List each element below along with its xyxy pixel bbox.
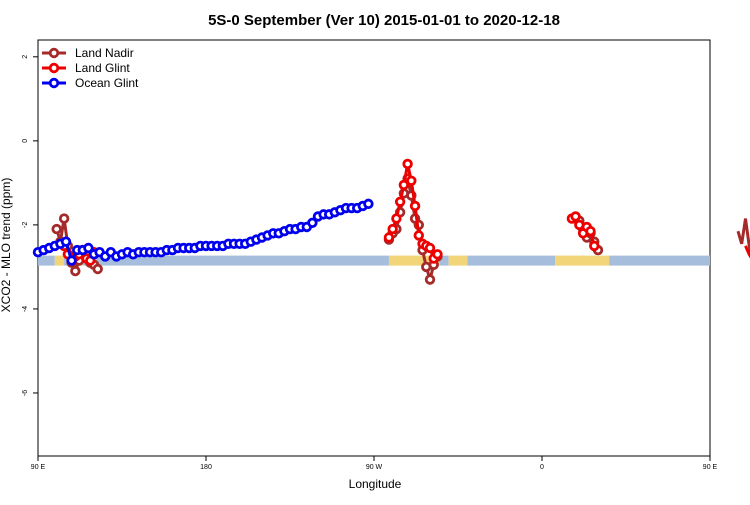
- mask-segment-land: [55, 256, 64, 266]
- x-tick-label: 0: [540, 464, 544, 471]
- legend-marker: [50, 64, 58, 72]
- y-tick-label: -2: [22, 222, 29, 228]
- mask-segment-ocean: [609, 256, 710, 266]
- data-point: [396, 198, 404, 206]
- y-axis-title: XCO2 - MLO trend (ppm): [0, 178, 13, 313]
- x-tick-label: 90 E: [703, 464, 718, 471]
- data-point: [72, 267, 80, 275]
- legend-label: Ocean Glint: [75, 76, 139, 90]
- data-point: [94, 265, 102, 273]
- mask-segment-ocean: [38, 256, 55, 266]
- data-point: [587, 227, 595, 235]
- x-axis-ticks: 90 E 180 90 W 0 90 E: [31, 456, 718, 471]
- x-tick-label: 90 W: [366, 464, 383, 471]
- data-point: [62, 238, 70, 246]
- data-point: [408, 177, 416, 185]
- legend-label: Land Glint: [75, 61, 130, 75]
- y-tick-label: -4: [22, 306, 29, 312]
- y-axis-ticks: 2 0 -2 -4 -6: [22, 55, 38, 396]
- mask-segment-ocean: [467, 256, 555, 266]
- y-tick-label: 0: [22, 139, 29, 143]
- legend-label: Land Nadir: [75, 46, 134, 60]
- data-point: [385, 234, 393, 242]
- y-tick-label: 2: [22, 55, 29, 59]
- data-point: [415, 232, 423, 240]
- data-point: [53, 225, 61, 233]
- data-point: [60, 215, 68, 223]
- series-2: [34, 200, 372, 264]
- x-tick-label: 180: [200, 464, 212, 471]
- chart-title: 5S-0 September (Ver 10) 2015-01-01 to 20…: [208, 12, 560, 29]
- data-point: [393, 215, 401, 223]
- data-point: [389, 225, 397, 233]
- data-point: [365, 200, 373, 208]
- legend-marker: [50, 79, 58, 87]
- mask-segment-land: [555, 256, 609, 266]
- series-line: [738, 219, 750, 272]
- x-tick-label: 90 E: [31, 464, 46, 471]
- data-point: [411, 202, 419, 210]
- data-point: [404, 160, 412, 168]
- data-point: [68, 257, 76, 265]
- data-point: [434, 251, 442, 259]
- y-tick-label: -6: [22, 390, 29, 396]
- x-axis-title: Longitude: [349, 477, 402, 491]
- legend-marker: [50, 49, 58, 57]
- data-point: [572, 213, 580, 221]
- mask-segment-land: [449, 256, 468, 266]
- data-point: [426, 244, 434, 252]
- data-point: [590, 242, 598, 250]
- data-point: [426, 276, 434, 284]
